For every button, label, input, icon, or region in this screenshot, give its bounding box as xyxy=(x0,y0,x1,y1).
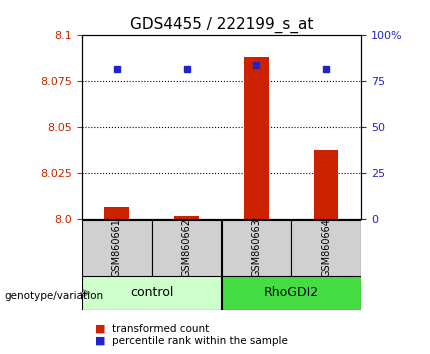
Bar xyxy=(152,219,221,276)
Text: transformed count: transformed count xyxy=(112,324,209,333)
Text: ■: ■ xyxy=(95,336,105,346)
Text: control: control xyxy=(130,286,173,299)
Bar xyxy=(314,149,338,219)
Text: genotype/variation: genotype/variation xyxy=(4,291,104,301)
Text: GSM860661: GSM860661 xyxy=(112,218,122,277)
Bar xyxy=(244,57,269,219)
Text: RhoGDI2: RhoGDI2 xyxy=(264,286,319,299)
Text: ■: ■ xyxy=(95,324,105,333)
Text: percentile rank within the sample: percentile rank within the sample xyxy=(112,336,288,346)
Bar xyxy=(221,219,291,276)
Bar xyxy=(292,219,361,276)
Text: GSM860663: GSM860663 xyxy=(252,218,261,277)
Title: GDS4455 / 222199_s_at: GDS4455 / 222199_s_at xyxy=(130,16,313,33)
Bar xyxy=(82,276,221,310)
Text: GSM860662: GSM860662 xyxy=(181,218,191,277)
Bar xyxy=(221,276,361,310)
Bar xyxy=(174,216,199,219)
Bar xyxy=(104,207,129,219)
Text: GSM860664: GSM860664 xyxy=(321,218,331,277)
Bar xyxy=(82,219,151,276)
